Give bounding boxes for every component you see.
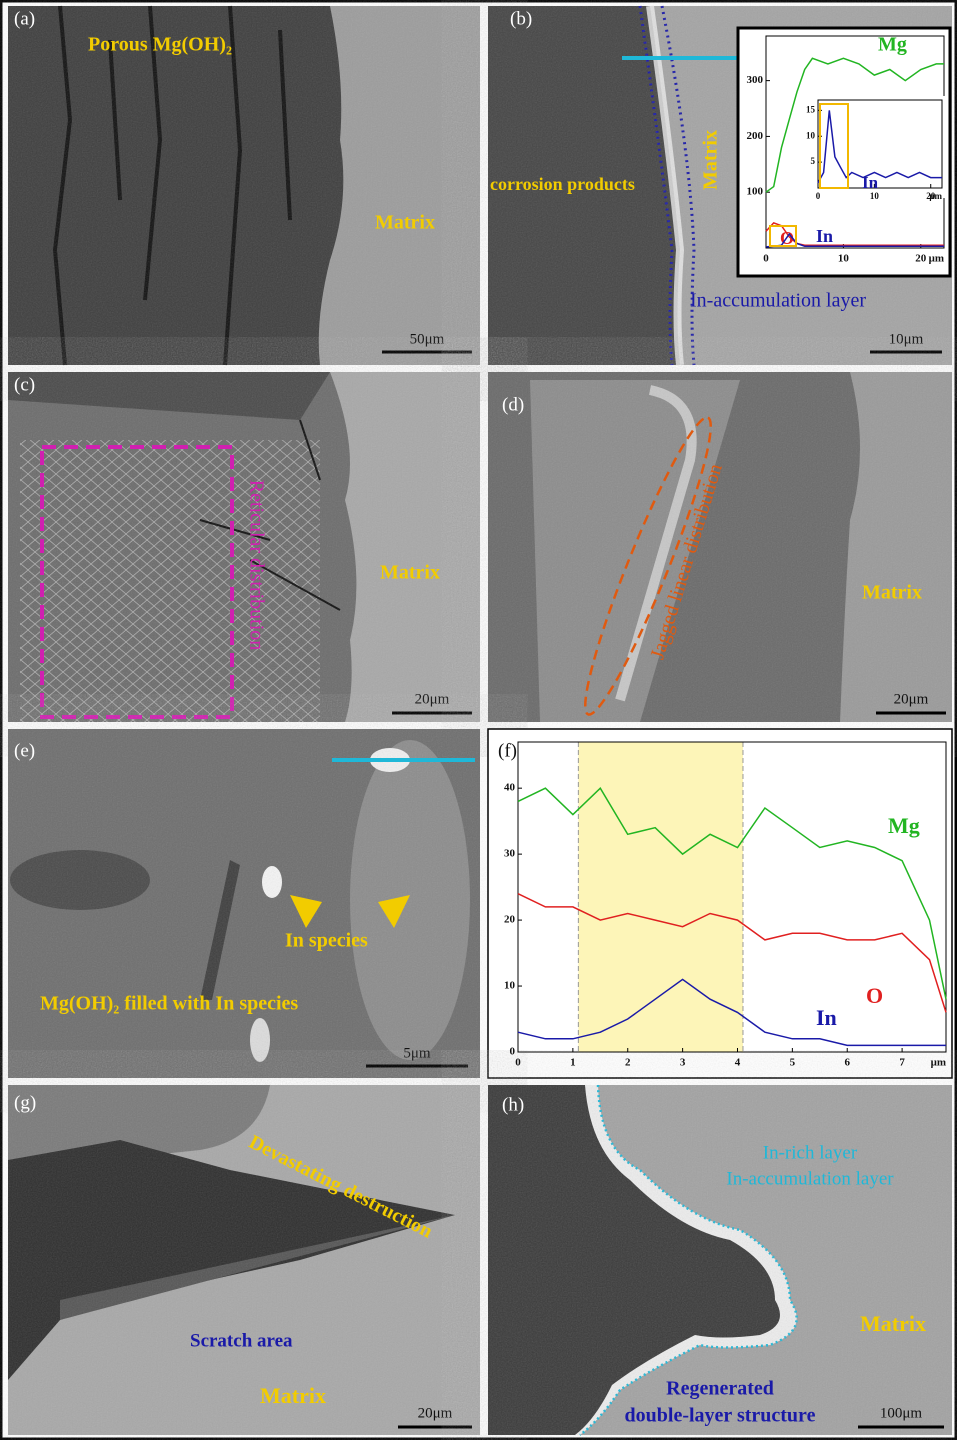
scale-bar-label: 5μm xyxy=(403,1045,431,1061)
series-label: In xyxy=(816,1005,837,1030)
y-tick-label: 20 xyxy=(504,914,516,926)
annotation: In-rich layer xyxy=(763,1142,858,1163)
y-tick-label: 40 xyxy=(504,782,516,794)
annotation: double-layer structure xyxy=(625,1405,816,1427)
x-tick-label: 1 xyxy=(570,1057,576,1069)
scale-bar-label: 50μm xyxy=(410,331,445,347)
x-tick-label: 4 xyxy=(735,1057,741,1069)
x-unit: μm xyxy=(931,1057,946,1069)
annotation: In species xyxy=(285,930,368,952)
x-unit: μm xyxy=(929,191,942,201)
panel-label: (e) xyxy=(14,740,35,761)
x-tick-label: 0 xyxy=(816,191,821,201)
x-tick-label: 20 xyxy=(915,253,927,265)
x-tick-label: 7 xyxy=(899,1057,905,1069)
y-tick-label: 10 xyxy=(504,980,516,992)
scale-bar-label: 20μm xyxy=(418,1405,453,1421)
x-tick-label: 2 xyxy=(625,1057,631,1069)
annotation: In-accumulation layer xyxy=(690,290,866,312)
y-tick-label: 15 xyxy=(806,104,816,114)
x-tick-label: 3 xyxy=(680,1057,686,1069)
series-label: In xyxy=(816,226,833,246)
y-tick-label: 200 xyxy=(747,130,764,142)
y-tick-label: 300 xyxy=(747,74,764,86)
x-tick-label: 0 xyxy=(515,1057,521,1069)
annotation: Regenerated xyxy=(666,1378,774,1400)
series-label: Mg xyxy=(878,34,907,56)
annotation: Reticular distribution xyxy=(245,480,267,651)
annotation: In-accumulation layer xyxy=(726,1168,894,1189)
annotation: Matrix xyxy=(375,212,435,234)
panel-label: (b) xyxy=(510,8,532,29)
x-tick-label: 6 xyxy=(844,1057,850,1069)
panel-e: (e) In species Mg(OH)₂ filled with In sp… xyxy=(8,729,480,1078)
panel-label: (g) xyxy=(14,1092,36,1113)
annotation: corrosion products xyxy=(490,174,635,194)
panel-g: (g) Devastating destruction Scratch area… xyxy=(8,1085,480,1435)
scale-bar-label: 20μm xyxy=(894,691,929,707)
annotation: Scratch area xyxy=(190,1330,293,1351)
series-label: Mg xyxy=(888,813,920,838)
annotation: Matrix xyxy=(380,562,440,584)
panel-label: (f) xyxy=(498,740,517,761)
scale-bar-label: 20μm xyxy=(415,691,450,707)
x-tick-label: 10 xyxy=(870,191,880,201)
y-tick-label: 100 xyxy=(747,186,764,198)
series-label: O xyxy=(866,983,883,1008)
figure: (a) Porous Mg(OH)₂ Matrix 50μm (b) corro… xyxy=(0,0,957,1440)
annotation: Matrix xyxy=(260,1383,326,1408)
series-label: In xyxy=(862,173,879,192)
panel-a: (a) Porous Mg(OH)₂ Matrix 50μm xyxy=(8,6,480,365)
annotation: Matrix xyxy=(700,130,722,190)
y-tick-label: 5 xyxy=(811,156,816,166)
highlight-region xyxy=(578,742,743,1052)
panel-h: (h) In-rich layer In-accumulation layer … xyxy=(488,1085,952,1435)
panel-label: (a) xyxy=(14,8,35,29)
panel-c: (c) Reticular distribution Matrix 20μm xyxy=(8,372,480,722)
x-tick-label: 5 xyxy=(790,1057,796,1069)
y-tick-label: 10 xyxy=(806,130,816,140)
x-tick-label: 0 xyxy=(763,253,769,265)
y-tick-label: 30 xyxy=(504,848,516,860)
panel-label: (h) xyxy=(502,1094,524,1115)
x-unit: μm xyxy=(929,253,944,265)
annotation: Matrix xyxy=(862,582,922,604)
panel-label: (c) xyxy=(14,374,35,395)
annotation: Mg(OH)₂ filled with In species xyxy=(40,993,298,1015)
scale-bar-label: 10μm xyxy=(889,331,924,347)
x-tick-label: 10 xyxy=(838,253,850,265)
panel-label: (d) xyxy=(502,394,524,415)
annotation: Porous Mg(OH)₂ xyxy=(88,34,232,56)
scale-bar-label: 100μm xyxy=(880,1405,923,1421)
panel-d: (d) Jagged linear distribution Matrix 20… xyxy=(488,372,952,722)
annotation: Matrix xyxy=(860,1311,926,1336)
